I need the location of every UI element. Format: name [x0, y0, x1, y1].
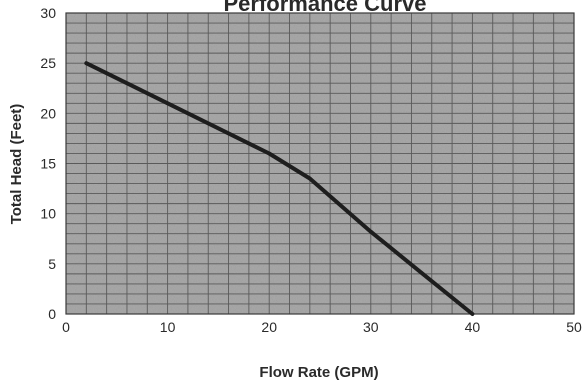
curve-point — [308, 176, 312, 181]
curve-point — [267, 151, 272, 156]
y-axis-label: Total Head (Feet) — [8, 104, 25, 225]
chart-title: Performance Curve — [224, 0, 427, 16]
series-layer — [84, 61, 475, 316]
plot-frame — [65, 12, 575, 315]
y-tick-label: 25 — [40, 55, 56, 71]
y-tick-label: 10 — [40, 206, 56, 222]
curve-point — [369, 229, 373, 234]
y-tick-label: 5 — [48, 256, 56, 272]
x-axis-label: Flow Rate (GPM) — [259, 364, 378, 381]
x-tick-label: 10 — [160, 319, 176, 335]
x-tick-label: 20 — [261, 319, 277, 335]
y-tick-label: 30 — [40, 5, 56, 21]
x-tick-label: 0 — [62, 319, 70, 335]
curve-point — [470, 312, 475, 316]
grid-lines — [65, 12, 575, 315]
x-axis-ticks: 0 10 20 30 40 50 — [62, 319, 582, 335]
curve-point — [84, 61, 89, 65]
x-tick-label: 40 — [465, 319, 481, 335]
curve-point — [165, 101, 170, 106]
x-tick-label: 30 — [363, 319, 379, 335]
y-tick-label: 20 — [40, 105, 56, 121]
x-tick-label: 50 — [566, 319, 582, 335]
curve-point — [419, 271, 424, 275]
y-axis-ticks: 0 5 10 15 20 25 30 — [40, 5, 56, 322]
y-tick-label: 15 — [40, 156, 56, 172]
y-tick-label: 0 — [48, 306, 56, 322]
